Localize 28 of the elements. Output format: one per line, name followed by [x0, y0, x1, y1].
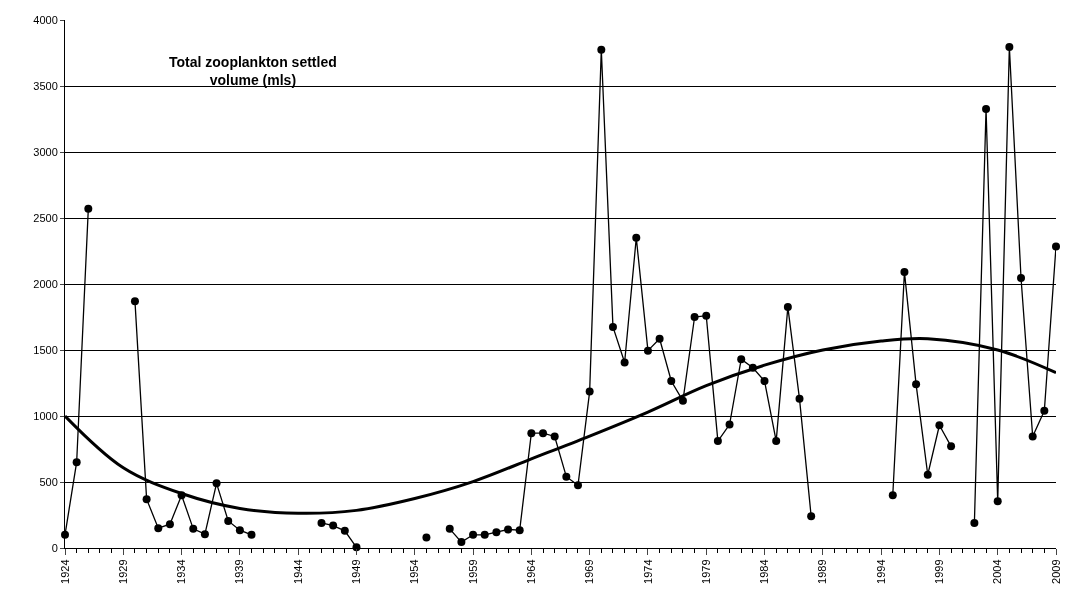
x-tick-label: 1929: [116, 559, 129, 584]
x-tick-label: 1969: [583, 559, 596, 584]
y-tick-label: 1500: [33, 343, 58, 356]
text: Total zooplankton settled volume (mls): [169, 54, 337, 89]
x-tick-label: 1989: [816, 559, 829, 584]
x-tick-label: 1934: [175, 559, 188, 584]
x-tick-label: 1959: [466, 559, 479, 584]
y-tick-label: 1000: [33, 409, 58, 422]
x-tick-label: 1949: [350, 559, 363, 584]
x-tick-label: 1924: [58, 559, 71, 584]
y-tick-label: 0: [51, 541, 58, 554]
x-tick-label: 1979: [699, 559, 712, 584]
x-tick-label: 2009: [1049, 559, 1062, 584]
x-tick-label: 1954: [408, 559, 421, 584]
x-tick-label: 1999: [932, 559, 945, 584]
x-tick-label: 1994: [874, 559, 887, 584]
x-tick-label: 1939: [233, 559, 246, 584]
y-tick-label: 2500: [33, 211, 58, 224]
y-tick-label: 2000: [33, 277, 58, 290]
x-tick-label: 2004: [991, 559, 1004, 584]
x-tick-label: 1944: [291, 559, 304, 584]
x-tick-label: 1974: [641, 559, 654, 584]
y-tick-label: 3500: [33, 79, 58, 92]
x-tick-label: 1984: [758, 559, 771, 584]
y-tick-label: 500: [39, 475, 58, 488]
y-tick-label: 4000: [33, 13, 58, 26]
x-tick-label: 1964: [524, 559, 537, 584]
y-tick-label: 3000: [33, 145, 58, 158]
